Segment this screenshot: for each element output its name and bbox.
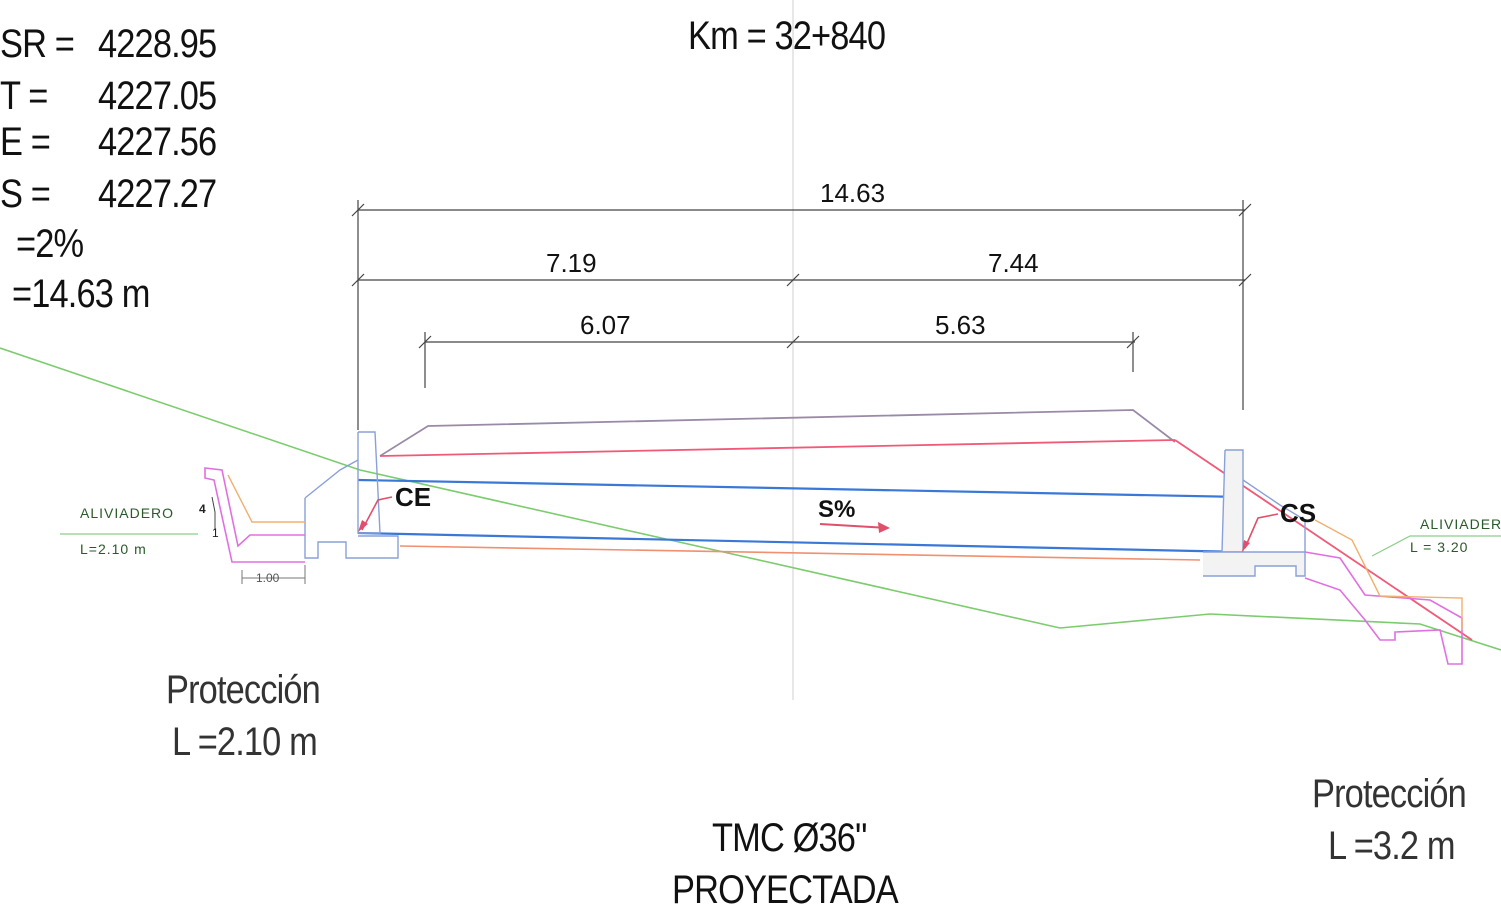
embankment-top (379, 409, 1176, 457)
aliviadero-right-title: ALIVIADER (1420, 516, 1501, 532)
param-length: =14.63 m (12, 272, 150, 316)
slope-label: S% (818, 496, 856, 523)
aliviadero-left-length: L=2.10 m (80, 541, 147, 557)
cs-label: CS (1280, 498, 1317, 528)
km-station: Km = 32+840 (688, 14, 886, 58)
slope-arrow (819, 523, 889, 529)
param-value-s: 4227.27 (98, 172, 217, 216)
param-label-t: T = (0, 74, 48, 118)
dim-left-inner: 6.07 (580, 310, 631, 340)
dim-right-half: 7.44 (988, 248, 1039, 278)
ce-arrow (361, 496, 393, 531)
pipe-status: PROYECTADA (672, 868, 899, 912)
cs-arrow (1244, 513, 1279, 549)
aliviadero-right-leader (1371, 535, 1501, 557)
pipe-type: TMC Ø36" (712, 816, 867, 860)
protection-right (1304, 551, 1463, 665)
dim-right-inner: 5.63 (935, 310, 986, 340)
right-headwall (1203, 449, 1306, 577)
dimension-lines (351, 200, 1252, 430)
slope-mark-a: 4 (199, 502, 206, 516)
left-headwall (304, 431, 399, 559)
param-label-e: E = (0, 120, 51, 164)
dim-left-half: 7.19 (546, 248, 597, 278)
param-value-e: 4227.56 (98, 120, 217, 164)
pipe-top-line (379, 439, 1176, 457)
protection-right-length: L =3.2 m (1328, 824, 1456, 868)
protection-right-title: Protección (1312, 772, 1467, 816)
aliviadero-right-length: L = 3.20 (1410, 539, 1469, 555)
pipe-crown-line (357, 478, 1244, 499)
ce-label: CE (395, 482, 432, 512)
param-slope: =2% (16, 222, 84, 266)
aliviadero-left-title: ALIVIADERO (80, 505, 175, 521)
dim-apron: 1.00 (256, 571, 280, 585)
protection-right-outer (1314, 519, 1463, 630)
protection-left-length: L =2.10 m (172, 720, 318, 764)
protection-left-title: Protección (166, 668, 321, 712)
param-value-sr: 4228.95 (98, 22, 217, 66)
right-wingwall (1242, 479, 1306, 552)
protection-left (204, 467, 305, 563)
param-value-t: 4227.05 (98, 74, 217, 118)
protection-left-outer (227, 474, 305, 523)
slope-mark-b: 1 (212, 526, 219, 540)
param-label-sr: SR = (0, 22, 75, 66)
base-line (399, 545, 1201, 561)
terrain-line (0, 347, 1501, 651)
pipe-invert-line (357, 531, 1244, 554)
slope-mark (211, 496, 216, 530)
param-label-s: S = (0, 172, 51, 216)
dim-total: 14.63 (820, 178, 886, 208)
